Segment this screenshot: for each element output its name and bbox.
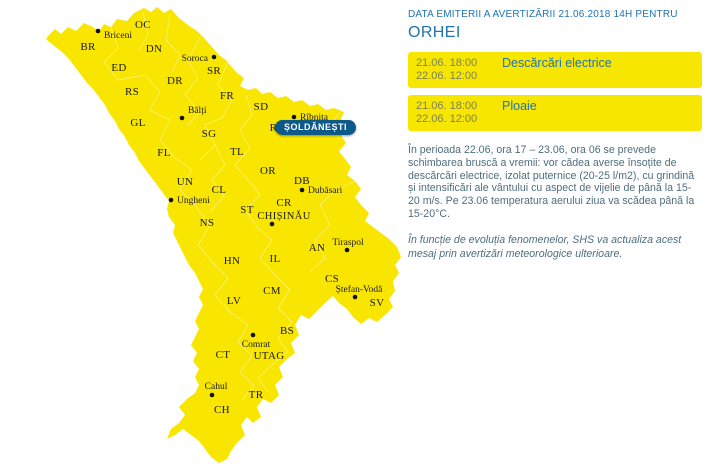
city-label: Dubăsari — [308, 186, 343, 196]
district-code-cl[interactable]: CL — [212, 184, 227, 196]
warning-row: 21.06. 18:00 22.06. 12:00 Ploaie — [408, 95, 702, 131]
district-code-ed[interactable]: ED — [111, 62, 126, 74]
district-code-bs[interactable]: BS — [280, 325, 294, 337]
district-code-fl[interactable]: FL — [157, 147, 170, 159]
city-label: Bălți — [188, 106, 207, 116]
district-code-sd[interactable]: SD — [254, 101, 269, 113]
city-label: CHIȘINĂU — [257, 210, 310, 222]
city-dot — [209, 392, 215, 398]
district-code-dr[interactable]: DR — [167, 75, 183, 87]
district-code-gl[interactable]: GL — [130, 117, 145, 129]
district-code-st[interactable]: ST — [240, 204, 253, 216]
warning-interval: 21.06. 18:00 22.06. 12:00 — [416, 100, 492, 126]
city-dot — [250, 332, 256, 338]
district-codes-layer: OCBRDNEDSRDRRSFRSDGLRZSGTLFLORUNDBCLCRST… — [80, 19, 384, 416]
country-outline — [46, 7, 401, 463]
district-code-sv[interactable]: SV — [370, 297, 385, 309]
district-code-utag[interactable]: UTAG — [254, 350, 285, 362]
district-code-oc[interactable]: OC — [135, 19, 151, 31]
city-dot — [95, 28, 101, 34]
district-code-fr[interactable]: FR — [220, 90, 234, 102]
district-code-hn[interactable]: HN — [224, 255, 241, 267]
district-code-br[interactable]: BR — [80, 41, 96, 53]
warning-end-time: 22.06. 12:00 — [416, 70, 478, 82]
city-label: Rîbnița — [300, 113, 329, 123]
district-code-an[interactable]: AN — [309, 242, 326, 254]
city-label: Comrat — [242, 340, 271, 350]
city-label: Soroca — [182, 54, 209, 64]
district-code-sr[interactable]: SR — [207, 65, 221, 77]
city-dot — [211, 54, 217, 60]
city-dot — [344, 247, 350, 253]
city-dot — [179, 115, 185, 121]
update-note: În funcție de evoluția fenomenelor, SHS … — [408, 233, 682, 260]
cities-layer: Briceni Soroca Bălți Rîbnița Ungheni Dubăsari… — [95, 28, 384, 398]
city-label: Tiraspol — [332, 238, 364, 248]
city-dot — [269, 221, 275, 227]
district-code-sg[interactable]: SG — [202, 128, 217, 140]
warning-end-time: 22.06. 12:00 — [416, 113, 478, 125]
issued-date-line: DATA EMITERII A AVERTIZĂRII 21.06.2018 1… — [408, 9, 678, 20]
map-svg: OCBRDNEDSRDRRSFRSDGLRZSGTLFLORUNDBCLCRST… — [46, 7, 401, 463]
district-code-il[interactable]: IL — [270, 253, 281, 265]
district-code-lv[interactable]: LV — [227, 295, 241, 307]
warning-panel: DATA EMITERII A AVERTIZĂRII 21.06.2018 1… — [408, 8, 702, 261]
region-title: ORHEI — [408, 24, 461, 41]
city-label: Briceni — [104, 31, 132, 41]
warning-description: În perioada 22.06, ora 17 – 23.06, ora 0… — [408, 144, 695, 220]
district-code-ch[interactable]: CH — [214, 404, 230, 416]
district-code-un[interactable]: UN — [177, 176, 194, 188]
selected-district-tooltip[interactable]: ȘOLDĂNEȘTI — [275, 120, 357, 135]
district-code-cs[interactable]: CS — [325, 273, 339, 285]
warnings-list: 21.06. 18:00 22.06. 12:00 Descărcări elect… — [408, 52, 702, 131]
district-code-ns[interactable]: NS — [200, 217, 215, 229]
city-dot — [299, 187, 305, 193]
city-label: Ștefan-Vodă — [336, 284, 384, 295]
district-code-db[interactable]: DB — [294, 175, 310, 187]
warning-start-time: 21.06. 18:00 — [416, 100, 478, 112]
district-code-cm[interactable]: CM — [263, 285, 281, 297]
city-dot — [352, 294, 358, 300]
city-dot — [168, 197, 174, 203]
city-dot — [291, 114, 297, 120]
district-code-tr[interactable]: TR — [249, 389, 264, 401]
district-code-or[interactable]: OR — [260, 165, 276, 177]
district-code-dn[interactable]: DN — [146, 43, 163, 55]
warning-phenomenon: Descărcări electrice — [502, 56, 612, 70]
moldova-warning-map[interactable]: OCBRDNEDSRDRRSFRSDGLRZSGTLFLORUNDBCLCRST… — [0, 0, 410, 472]
warning-start-time: 21.06. 18:00 — [416, 57, 478, 69]
warning-interval: 21.06. 18:00 22.06. 12:00 — [416, 57, 492, 83]
district-borders — [103, 11, 356, 401]
warning-phenomenon: Ploaie — [502, 99, 537, 113]
district-code-ct[interactable]: CT — [216, 349, 231, 361]
district-code-cr[interactable]: CR — [276, 197, 292, 209]
district-code-tl[interactable]: TL — [230, 146, 244, 158]
warning-row: 21.06. 18:00 22.06. 12:00 Descărcări elect… — [408, 52, 702, 88]
district-code-rs[interactable]: RS — [125, 86, 139, 98]
city-label: Cahul — [205, 382, 228, 392]
city-label: Ungheni — [177, 196, 210, 206]
